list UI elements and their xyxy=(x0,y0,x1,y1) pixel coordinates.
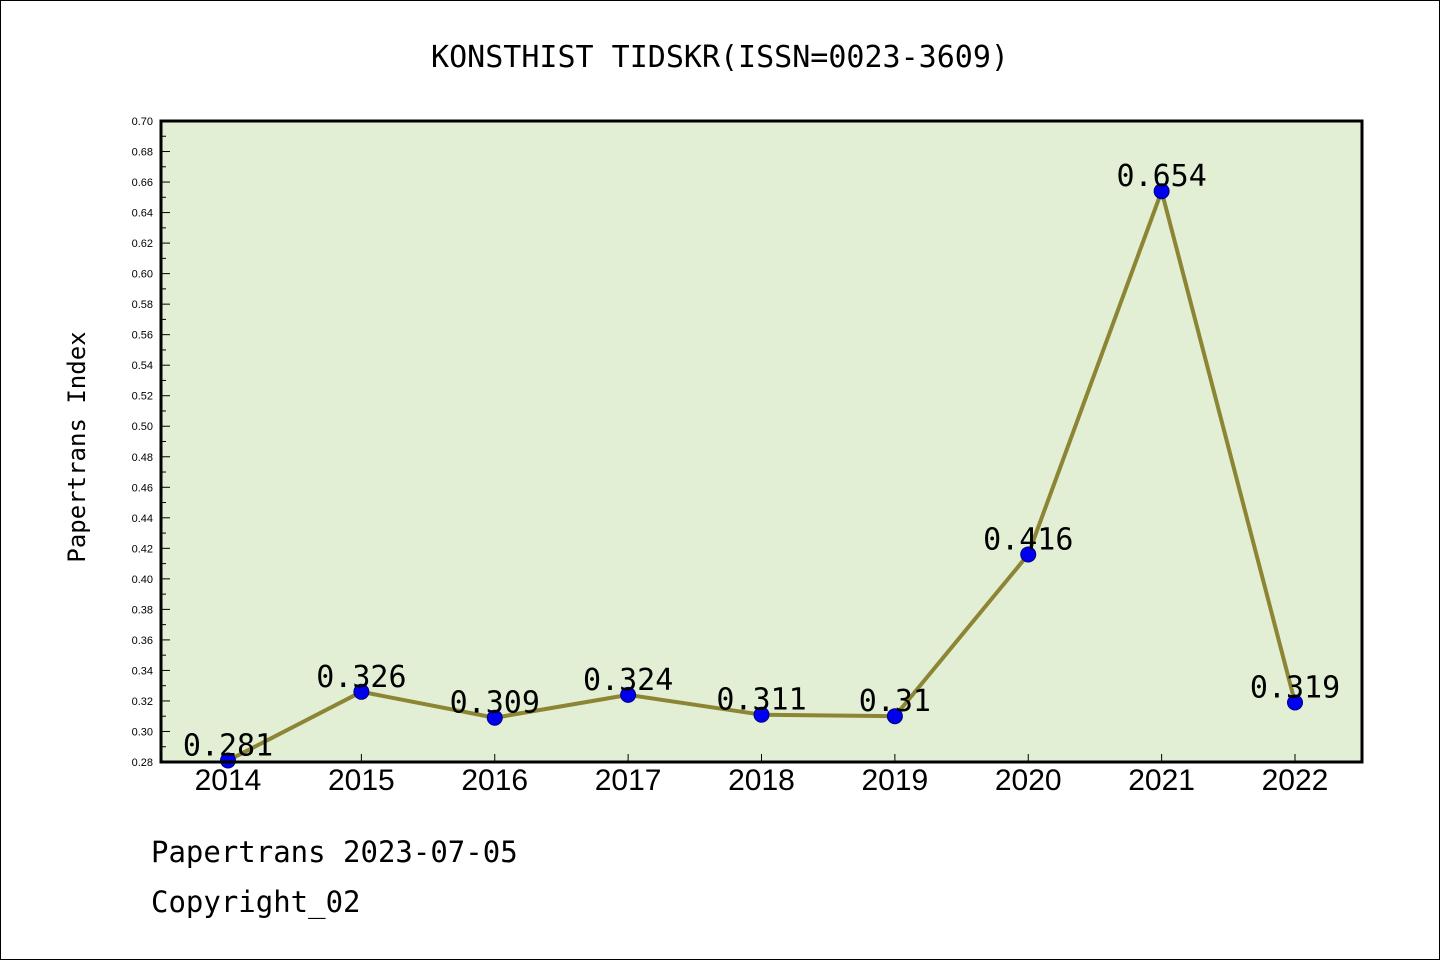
data-point xyxy=(486,709,503,726)
y-tick-label: 0.52 xyxy=(132,391,153,403)
y-tick-label: 0.34 xyxy=(132,665,153,677)
plot-border xyxy=(159,119,1364,764)
data-label: 0.311 xyxy=(716,683,806,718)
y-tick-label: 0.70 xyxy=(132,116,153,128)
data-label: 0.324 xyxy=(583,663,673,698)
y-tick-label: 0.60 xyxy=(132,269,153,281)
x-tick-label: 2022 xyxy=(1262,764,1329,797)
chart-title: KONSTHIST TIDSKR(ISSN=0023-3609) xyxy=(431,40,1009,75)
data-point xyxy=(220,752,236,769)
x-tick-label: 2016 xyxy=(461,764,528,797)
y-tick-label: 0.56 xyxy=(132,330,153,342)
y-tick-label: 0.50 xyxy=(132,421,153,433)
y-tick-label: 0.64 xyxy=(132,208,153,220)
y-tick-label: 0.54 xyxy=(132,360,153,372)
data-label: 0.31 xyxy=(859,684,931,719)
y-tick-label: 0.62 xyxy=(132,238,153,250)
series-layer: 0.281 0.326 0.309 0.324 0.311 0.31 0.416 0.654 0… xyxy=(183,159,1340,769)
y-tick-label: 0.32 xyxy=(132,696,153,708)
footer-date: Papertrans 2023-07-05 xyxy=(151,835,518,869)
y-axis-label: Papertrans Index xyxy=(63,331,91,562)
data-point xyxy=(1020,546,1037,563)
y-tick-label: 0.30 xyxy=(132,726,153,738)
y-tick-label: 0.28 xyxy=(132,757,153,769)
y-tick-label: 0.38 xyxy=(132,604,153,616)
x-axis-ticks: 2014 2015 2016 2017 2018 2019 2020 2021 2022 xyxy=(195,754,1329,797)
data-label: 0.281 xyxy=(183,728,273,763)
x-tick-label: 2020 xyxy=(995,764,1062,797)
data-point xyxy=(620,686,637,703)
data-label: 0.654 xyxy=(1116,159,1206,194)
data-point xyxy=(753,706,770,723)
x-tick-label: 2015 xyxy=(328,764,395,797)
x-tick-label: 2018 xyxy=(728,764,795,797)
y-tick-label: 0.66 xyxy=(132,177,153,189)
data-label: 0.416 xyxy=(983,522,1073,557)
y-tick-label: 0.36 xyxy=(132,635,153,647)
y-axis-ticks: 0.28 0.30 0.32 0.34 0.36 0.38 0.40 0.42 0.44 0.46… xyxy=(132,116,170,769)
footer-copyright: Copyright_02 xyxy=(151,885,361,919)
y-tick-label: 0.44 xyxy=(132,513,153,525)
y-tick-label: 0.58 xyxy=(132,299,153,311)
y-tick-label: 0.46 xyxy=(132,482,153,494)
data-label: 0.319 xyxy=(1250,670,1340,705)
plot-area xyxy=(161,121,1362,762)
data-point xyxy=(1153,183,1170,200)
y-tick-label: 0.40 xyxy=(132,574,153,586)
x-tick-label: 2019 xyxy=(862,764,929,797)
x-tick-label: 2021 xyxy=(1128,764,1195,797)
y-tick-label: 0.42 xyxy=(132,543,153,555)
data-point xyxy=(353,683,370,700)
y-tick-label: 0.48 xyxy=(132,452,153,464)
y-tick-label: 0.68 xyxy=(132,147,153,159)
data-point xyxy=(886,708,903,725)
data-point xyxy=(1287,694,1303,711)
x-tick-label: 2017 xyxy=(595,764,662,797)
data-label: 0.309 xyxy=(450,686,540,721)
x-tick-label: 2014 xyxy=(195,764,262,797)
data-label: 0.326 xyxy=(316,660,406,695)
